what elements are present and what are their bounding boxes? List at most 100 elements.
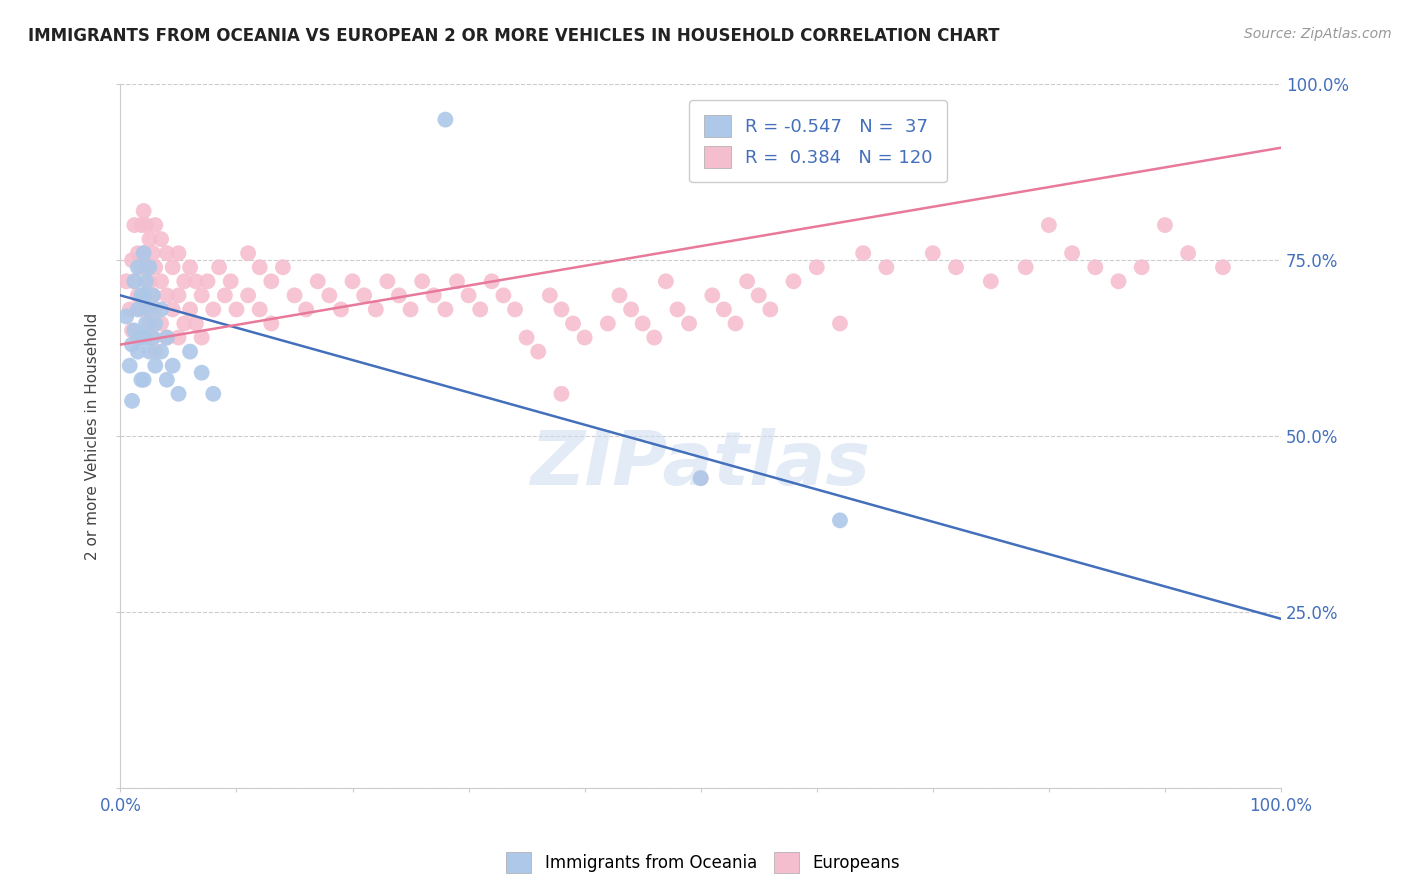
Point [143, 218, 166, 232]
Point [875, 260, 897, 275]
Point [173, 317, 195, 331]
Point [202, 386, 225, 401]
Point [689, 471, 711, 485]
Point [596, 317, 619, 331]
Point [236, 246, 259, 260]
Point [1084, 260, 1107, 275]
Point [342, 274, 364, 288]
Point [127, 288, 149, 302]
Point [1154, 218, 1177, 232]
Point [377, 274, 399, 288]
Point [138, 260, 160, 275]
Point [124, 218, 146, 232]
Point [260, 274, 283, 288]
Point [190, 288, 212, 302]
Point [1060, 246, 1083, 260]
Point [156, 246, 179, 260]
Point [132, 373, 155, 387]
Point [127, 260, 149, 275]
Point [470, 302, 492, 317]
Point [1038, 218, 1060, 232]
Point [295, 302, 318, 317]
Point [162, 302, 184, 317]
Point [1212, 260, 1234, 275]
Point [121, 337, 143, 351]
Point [121, 393, 143, 408]
Point [131, 302, 153, 317]
Point [828, 513, 851, 527]
Point [135, 274, 157, 288]
Point [131, 260, 153, 275]
Point [131, 373, 153, 387]
Point [127, 330, 149, 344]
Point [550, 302, 572, 317]
Point [142, 288, 165, 302]
Point [124, 274, 146, 288]
Point [527, 344, 550, 359]
Point [131, 330, 153, 344]
Point [150, 274, 173, 288]
Point [184, 317, 207, 331]
Point [167, 246, 190, 260]
Point [411, 274, 433, 288]
Point [260, 317, 283, 331]
Point [550, 386, 572, 401]
Point [538, 288, 561, 302]
Point [167, 288, 190, 302]
Point [446, 274, 468, 288]
Point [562, 317, 585, 331]
Point [643, 330, 665, 344]
Point [115, 310, 138, 324]
Point [735, 274, 758, 288]
Point [434, 302, 457, 317]
Point [678, 317, 700, 331]
Point [492, 288, 515, 302]
Point [179, 260, 201, 275]
Point [1177, 246, 1199, 260]
Point [115, 274, 138, 288]
Point [702, 288, 724, 302]
Point [143, 344, 166, 359]
Point [131, 218, 153, 232]
Point [631, 317, 654, 331]
Point [127, 302, 149, 317]
Point [655, 274, 678, 288]
Text: ZIPatlas: ZIPatlas [530, 427, 870, 500]
Point [167, 330, 190, 344]
Point [118, 302, 141, 317]
Point [748, 288, 770, 302]
Point [689, 471, 711, 485]
Point [132, 330, 155, 344]
Point [132, 246, 155, 260]
Point [329, 302, 352, 317]
Point [150, 344, 173, 359]
Point [150, 302, 173, 317]
Point [132, 288, 155, 302]
Point [190, 366, 212, 380]
Point [143, 359, 166, 373]
Point [609, 288, 631, 302]
Point [150, 317, 173, 331]
Point [666, 302, 689, 317]
Point [197, 274, 219, 288]
Point [143, 317, 166, 331]
Point [1130, 260, 1153, 275]
Point [574, 330, 596, 344]
Legend: R = -0.547   N =  37, R =  0.384   N = 120: R = -0.547 N = 37, R = 0.384 N = 120 [689, 101, 948, 183]
Point [852, 246, 875, 260]
Text: IMMIGRANTS FROM OCEANIA VS EUROPEAN 2 OR MORE VEHICLES IN HOUSEHOLD CORRELATION : IMMIGRANTS FROM OCEANIA VS EUROPEAN 2 OR… [28, 27, 1000, 45]
Point [457, 288, 479, 302]
Point [127, 246, 149, 260]
Point [318, 288, 340, 302]
Point [132, 288, 155, 302]
Point [399, 302, 422, 317]
Point [225, 302, 247, 317]
Point [353, 288, 375, 302]
Point [132, 330, 155, 344]
Point [132, 246, 155, 260]
Point [759, 302, 782, 317]
Point [118, 359, 141, 373]
Point [142, 330, 165, 344]
Point [162, 359, 184, 373]
Point [127, 344, 149, 359]
